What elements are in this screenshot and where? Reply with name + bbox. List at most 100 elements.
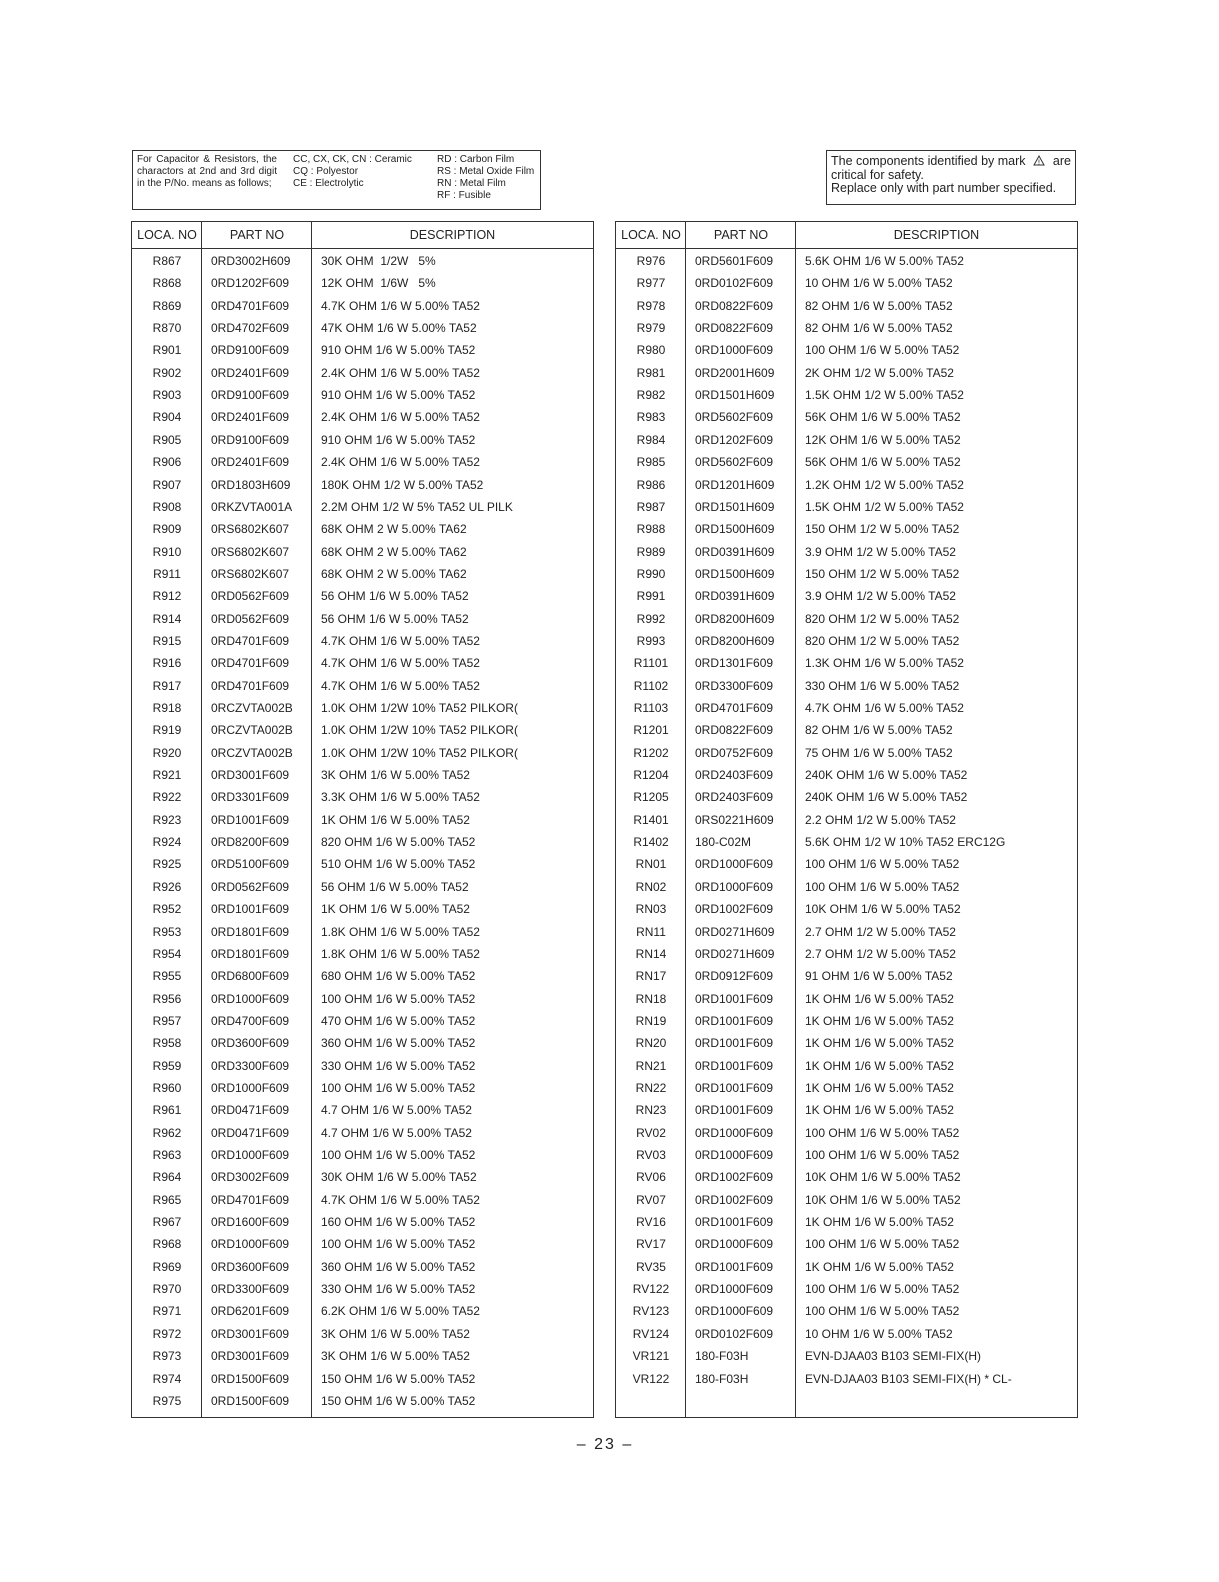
part-no: 0RD3002F609 <box>211 1170 290 1185</box>
part-no: 0RD2001H609 <box>695 365 775 380</box>
safety-text: critical for safety. <box>831 167 924 182</box>
loca-no: R1204 <box>633 768 669 783</box>
description: 2.4K OHM 1/6 W 5.00% TA52 <box>321 410 480 425</box>
column-rule <box>685 222 686 1417</box>
description: 2.4K OHM 1/6 W 5.00% TA52 <box>321 365 480 380</box>
loca-no: R925 <box>152 857 182 872</box>
loca-no: R962 <box>152 1125 182 1140</box>
loca-no: R867 <box>152 254 182 268</box>
description: 510 OHM 1/6 W 5.00% TA52 <box>321 857 476 872</box>
description: 4.7 OHM 1/6 W 5.00% TA52 <box>321 1125 472 1140</box>
loca-no: RV122 <box>632 1282 670 1297</box>
loca-no: R984 <box>636 432 666 447</box>
part-no: 0RD9100F609 <box>211 388 290 403</box>
part-no: 0RD1000F609 <box>211 991 290 1006</box>
loca-no: R989 <box>636 544 666 559</box>
loca-no: R954 <box>152 946 182 961</box>
part-no: 0RD1001F609 <box>211 902 290 917</box>
part-no: 0RD2403F609 <box>695 768 774 783</box>
loca-no: RV16 <box>636 1215 666 1230</box>
part-no: 0RD1002F609 <box>695 1192 774 1207</box>
part-no: 0RD1202F609 <box>695 432 774 447</box>
description: 6.2K OHM 1/6 W 5.00% TA52 <box>321 1304 480 1319</box>
description: 10K OHM 1/6 W 5.00% TA52 <box>805 902 961 917</box>
loca-no: RN23 <box>635 1103 667 1118</box>
description: EVN-DJAA03 B103 SEMI-FIX(H) <box>805 1349 982 1364</box>
part-no: 0RD1000F609 <box>695 1304 774 1319</box>
warning-triangle: ! <box>1033 155 1046 166</box>
description: 2.7 OHM 1/2 W 5.00% TA52 <box>805 924 956 939</box>
loca-no: R1402 <box>633 835 669 850</box>
part-no: 0RD8200F609 <box>211 835 290 850</box>
description: 4.7K OHM 1/6 W 5.00% TA52 <box>321 656 480 671</box>
description: 100 OHM 1/6 W 5.00% TA52 <box>321 991 476 1006</box>
column-header: DESCRIPTION <box>409 228 496 242</box>
part-no: 0RD2401F609 <box>211 410 290 425</box>
loca-no: R919 <box>152 723 182 738</box>
part-no: 0RD1000F609 <box>695 1282 774 1297</box>
loca-no: R905 <box>152 432 182 447</box>
description: 5.6K OHM 1/6 W 5.00% TA52 <box>805 254 964 268</box>
column-rule <box>201 222 202 1417</box>
part-no: 0RD4700F609 <box>211 1013 290 1028</box>
description: 150 OHM 1/2 W 5.00% TA52 <box>805 522 960 537</box>
loca-no: R977 <box>636 276 666 291</box>
legend-item: RS : Metal Oxide Film <box>437 166 535 177</box>
part-no: 0RD1500F609 <box>211 1371 290 1386</box>
description: 68K OHM 2 W 5.00% TA62 <box>321 522 467 537</box>
loca-no: R960 <box>152 1080 182 1095</box>
part-no: 0RD0271H609 <box>695 946 775 961</box>
loca-no: R957 <box>152 1013 182 1028</box>
loca-no: RN19 <box>635 1013 667 1028</box>
loca-no: R963 <box>152 1148 182 1162</box>
description: 75 OHM 1/6 W 5.00% TA52 <box>805 745 953 760</box>
loca-no: R988 <box>636 522 666 537</box>
loca-no: R908 <box>152 499 182 514</box>
loca-no: R971 <box>152 1304 182 1319</box>
description: 150 OHM 1/6 W 5.00% TA52 <box>321 1393 476 1408</box>
loca-no: R869 <box>152 298 182 313</box>
description: 12K OHM 1/6W 5% <box>321 276 436 291</box>
description: 56 OHM 1/6 W 5.00% TA52 <box>321 611 469 626</box>
description: 150 OHM 1/6 W 5.00% TA52 <box>321 1371 476 1386</box>
description: 4.7K OHM 1/6 W 5.00% TA52 <box>321 633 480 648</box>
description: 4.7K OHM 1/6 W 5.00% TA52 <box>321 1192 480 1207</box>
loca-no: R986 <box>636 477 666 492</box>
description: 150 OHM 1/2 W 5.00% TA52 <box>805 566 960 581</box>
description: 2.2 OHM 1/2 W 5.00% TA52 <box>805 812 956 827</box>
legend-item: RN : Metal Film <box>437 178 506 189</box>
loca-no: RN17 <box>635 969 667 984</box>
loca-no: RN01 <box>635 857 667 872</box>
loca-no: R985 <box>636 455 666 470</box>
part-no: 0RD1000F609 <box>211 1237 290 1252</box>
loca-no: R980 <box>636 343 666 358</box>
loca-no: R926 <box>152 879 182 894</box>
column-header: PART NO <box>713 228 769 242</box>
description: 1.0K OHM 1/2W 10% TA52 PILKOR( <box>321 701 518 715</box>
header-rule <box>616 248 1077 249</box>
part-no: 0RD1000F609 <box>695 857 774 872</box>
part-no: 0RD3001F609 <box>211 1349 290 1364</box>
part-no: 0RD4701F609 <box>211 1192 290 1207</box>
column-header: PART NO <box>229 228 285 242</box>
part-no: 0RD1000F609 <box>695 1148 774 1162</box>
part-no: 0RD1001F609 <box>695 1259 774 1274</box>
loca-no: R924 <box>152 835 182 850</box>
description: EVN-DJAA03 B103 SEMI-FIX(H) * CL- <box>805 1371 1012 1386</box>
description: 1K OHM 1/6 W 5.00% TA52 <box>805 1013 954 1028</box>
part-no: 0RD6201F609 <box>211 1304 290 1319</box>
part-no: 0RD3001F609 <box>211 1326 290 1341</box>
loca-no: R903 <box>152 388 182 403</box>
description: 1.8K OHM 1/6 W 5.00% TA52 <box>321 924 480 939</box>
safety-box: The components identified by mark ! are … <box>826 150 1076 205</box>
description: 56K OHM 1/6 W 5.00% TA52 <box>805 410 961 425</box>
legend-col: CC, CX, CK, CN : Ceramic CQ : Polyestor … <box>293 154 412 190</box>
loca-no: RN18 <box>635 991 667 1006</box>
description: 360 OHM 1/6 W 5.00% TA52 <box>321 1259 476 1274</box>
description: 2.2M OHM 1/2 W 5% TA52 UL PILK <box>321 499 513 514</box>
description: 10K OHM 1/6 W 5.00% TA52 <box>805 1192 961 1207</box>
column-rule <box>311 222 312 1417</box>
part-no: 0RD9100F609 <box>211 343 290 358</box>
loca-no: R915 <box>152 633 182 648</box>
